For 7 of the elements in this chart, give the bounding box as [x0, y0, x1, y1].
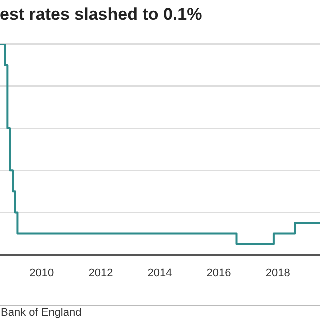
- x-tick-label: 2010: [30, 267, 54, 280]
- x-tick-label: 2016: [206, 267, 232, 280]
- text: Bank of England: [1, 307, 82, 320]
- chart-title: est rates slashed to 0.1%: [0, 4, 202, 24]
- x-tick-label: 2012: [88, 267, 114, 280]
- x-tick-label: 2014: [148, 267, 172, 280]
- x-tick-label: 2018: [266, 267, 290, 280]
